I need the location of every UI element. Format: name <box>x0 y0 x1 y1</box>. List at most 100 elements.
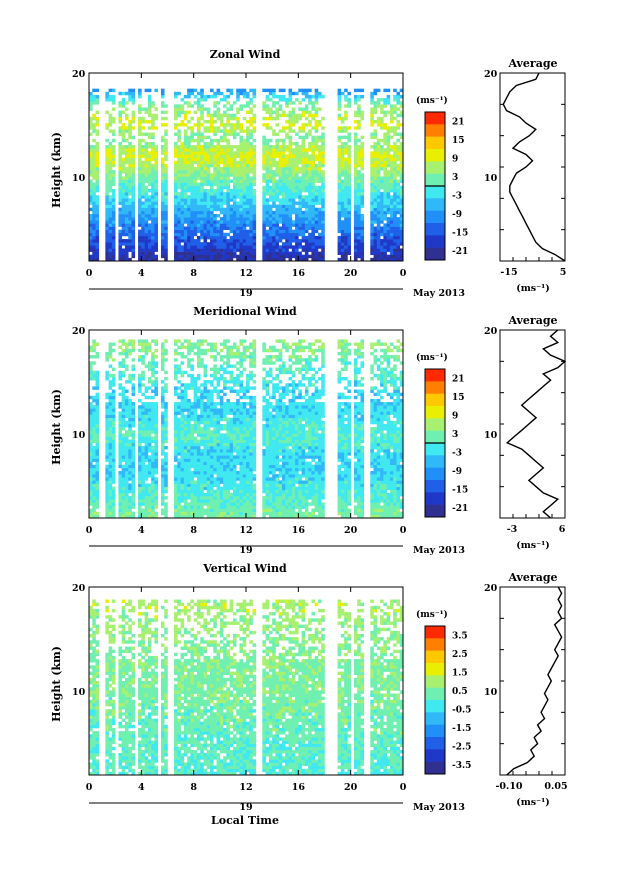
zonal-cell <box>383 126 387 130</box>
zonal-cell <box>370 235 374 240</box>
meridional-cell <box>393 492 397 497</box>
meridional-cell <box>239 464 244 469</box>
zonal-cell <box>396 210 401 215</box>
meridional-cell <box>141 511 145 516</box>
zonal-cell <box>223 248 227 252</box>
zonal-cell <box>89 242 93 246</box>
zonal-cell <box>321 138 325 143</box>
zonal-cell <box>399 248 404 252</box>
zonal-cell <box>226 242 230 246</box>
meridional-cell <box>144 483 149 487</box>
zonal-cell <box>229 217 234 221</box>
zonal-cell <box>252 163 257 168</box>
zonal-cell <box>373 245 378 249</box>
zonal-cell <box>164 104 168 108</box>
zonal-cell <box>141 107 145 111</box>
zonal-cell <box>111 245 116 249</box>
zonal-cell <box>393 242 397 246</box>
meridional-cell <box>118 480 123 484</box>
zonal-cell <box>262 220 266 224</box>
zonal-cell <box>275 141 280 146</box>
meridional-cell <box>344 496 348 500</box>
zonal-cell <box>154 195 158 199</box>
zonal-cell <box>141 223 145 227</box>
meridional-cell <box>268 508 273 513</box>
zonal-cell <box>275 232 280 237</box>
meridional-cell <box>187 467 191 472</box>
zonal-cell <box>236 160 240 165</box>
zonal-cell <box>138 217 142 221</box>
zonal-cell <box>239 254 244 259</box>
zonal-cell <box>311 113 315 118</box>
meridional-cell <box>151 474 155 478</box>
zonal-cell <box>337 126 342 130</box>
meridional-cell <box>308 511 312 516</box>
zonal-cell <box>370 217 374 221</box>
zonal-cell <box>203 160 208 165</box>
zonal-cell <box>304 110 309 115</box>
zonal-cell <box>196 254 201 259</box>
meridional-cell <box>317 471 322 475</box>
zonal-cell <box>376 223 381 227</box>
zonal-cell <box>147 195 152 199</box>
zonal-cell <box>389 154 394 158</box>
meridional-cell <box>111 461 116 466</box>
zonal-cell <box>308 242 312 246</box>
zonal-cell <box>393 232 397 237</box>
zonal-cell <box>239 226 244 230</box>
meridional-cell <box>252 464 257 469</box>
zonal-cell <box>124 248 129 252</box>
zonal-cell <box>291 170 296 174</box>
meridional-cell <box>236 496 240 500</box>
zonal-cell <box>111 120 116 124</box>
zonal-cell <box>206 167 211 171</box>
meridional-cell <box>337 471 342 475</box>
zonal-cell <box>337 135 342 140</box>
zonal-cell <box>138 182 142 187</box>
zonal-cell <box>183 94 188 99</box>
meridional-cell <box>193 489 198 494</box>
zonal-cell <box>196 220 201 224</box>
meridional-cell <box>311 477 315 481</box>
zonal-cell <box>321 229 325 234</box>
zonal-cell <box>272 88 276 93</box>
zonal-cell <box>223 210 227 215</box>
zonal-cell <box>344 251 348 256</box>
zonal-cell <box>206 145 211 149</box>
zonal-cell <box>340 167 345 171</box>
zonal-cell <box>164 192 168 196</box>
zonal-cell <box>219 239 224 243</box>
meridional-cell <box>229 464 234 469</box>
zonal-cell <box>210 116 214 121</box>
zonal-colorbar-segment <box>425 149 445 162</box>
zonal-cell <box>252 113 257 118</box>
meridional-cell <box>246 508 250 513</box>
meridional-cell <box>236 508 240 513</box>
zonal-cell <box>229 157 234 162</box>
zonal-cell <box>386 151 391 155</box>
zonal-cell <box>190 182 194 187</box>
zonal-cell <box>298 126 302 130</box>
zonal-cell <box>144 201 149 205</box>
meridional-cell <box>380 508 384 513</box>
zonal-cell <box>239 135 244 140</box>
zonal-cell <box>164 239 168 243</box>
zonal-cell <box>393 185 397 190</box>
zonal-cell <box>340 210 345 215</box>
zonal-cell <box>288 129 293 133</box>
meridional-cell <box>164 477 168 481</box>
zonal-cell <box>268 242 273 246</box>
zonal-cell <box>304 188 309 193</box>
zonal-cell <box>340 195 345 199</box>
zonal-cell <box>111 132 116 136</box>
zonal-cell <box>196 223 201 227</box>
zonal-cell <box>92 123 96 127</box>
zonal-cell <box>262 138 266 143</box>
meridional-cell <box>164 480 168 484</box>
zonal-cell <box>154 223 158 227</box>
meridional-cell <box>151 471 155 475</box>
zonal-cell <box>383 185 387 190</box>
zonal-cell <box>344 226 348 230</box>
zonal-cell <box>314 239 319 243</box>
zonal-cell <box>373 226 378 230</box>
